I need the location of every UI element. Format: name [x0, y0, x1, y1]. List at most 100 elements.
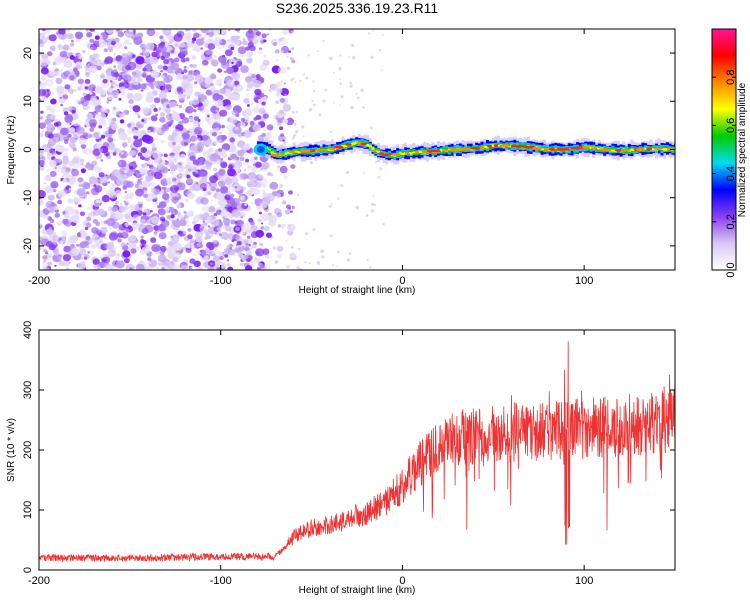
- noise-speckle: [312, 80, 315, 83]
- noise-speckle: [157, 254, 167, 263]
- noise-speckle: [168, 101, 177, 109]
- noise-speckle: [100, 159, 104, 162]
- noise-speckle: [42, 255, 48, 260]
- noise-speckle: [303, 73, 306, 76]
- noise-speckle: [140, 147, 148, 154]
- noise-speckle: [208, 206, 216, 213]
- noise-speckle: [93, 110, 97, 114]
- noise-speckle: [71, 215, 80, 223]
- noise-speckle: [186, 174, 191, 179]
- noise-speckle: [81, 181, 91, 190]
- noise-speckle: [252, 106, 260, 114]
- noise-speckle: [295, 130, 299, 134]
- noise-speckle: [288, 190, 293, 195]
- noise-speckle: [293, 133, 297, 137]
- noise-speckle: [204, 116, 211, 122]
- noise-speckle: [46, 122, 53, 129]
- noise-speckle: [170, 122, 173, 125]
- noise-speckle: [52, 91, 55, 94]
- noise-speckle: [150, 253, 154, 256]
- noise-speckle: [217, 198, 226, 207]
- noise-speckle: [257, 218, 262, 223]
- noise-speckle: [338, 67, 342, 71]
- noise-speckle: [202, 99, 210, 107]
- noise-speckle: [98, 172, 105, 178]
- noise-speckle: [79, 211, 86, 217]
- signal-band-cell: [644, 147, 648, 150]
- noise-speckle: [60, 168, 67, 174]
- noise-speckle: [46, 105, 52, 111]
- noise-speckle: [54, 264, 57, 267]
- noise-speckle: [193, 116, 200, 121]
- noise-speckle: [63, 139, 69, 144]
- noise-speckle: [220, 185, 229, 193]
- noise-speckle: [302, 135, 305, 137]
- noise-speckle: [96, 65, 102, 71]
- noise-speckle: [259, 201, 268, 209]
- noise-speckle: [189, 63, 194, 68]
- noise-speckle: [189, 238, 195, 244]
- noise-speckle: [43, 249, 47, 253]
- noise-speckle: [54, 166, 57, 170]
- noise-speckle: [173, 201, 177, 204]
- noise-speckle: [73, 133, 78, 138]
- noise-speckle: [336, 265, 338, 267]
- noise-speckle: [124, 202, 129, 206]
- noise-speckle: [247, 164, 252, 169]
- signal-onset-blob: [256, 146, 265, 153]
- noise-speckle: [50, 98, 57, 105]
- noise-speckle: [254, 161, 262, 168]
- noise-speckle: [180, 227, 185, 232]
- noise-speckle: [47, 194, 55, 201]
- signal-peak: [646, 147, 653, 151]
- noise-speckle: [98, 125, 103, 129]
- noise-speckle: [39, 51, 44, 56]
- noise-speckle: [108, 232, 118, 241]
- signal-peak: [414, 150, 419, 154]
- noise-speckle: [294, 81, 297, 84]
- noise-speckle: [242, 38, 246, 41]
- noise-speckle: [111, 123, 119, 131]
- noise-speckle: [282, 29, 289, 36]
- noise-speckle: [230, 176, 239, 184]
- noise-speckle: [65, 29, 72, 32]
- noise-speckle: [246, 235, 251, 239]
- signal-peak: [309, 149, 317, 153]
- noise-speckle: [190, 144, 198, 152]
- noise-speckle: [174, 234, 177, 237]
- noise-speckle: [290, 246, 294, 249]
- noise-speckle: [118, 113, 124, 118]
- noise-speckle: [43, 267, 50, 270]
- noise-speckle: [206, 83, 212, 88]
- noise-speckle: [39, 245, 45, 250]
- noise-speckle: [304, 261, 307, 264]
- noise-speckle: [79, 248, 87, 256]
- noise-speckle: [346, 258, 350, 262]
- noise-speckle: [245, 249, 253, 256]
- noise-speckle: [85, 235, 91, 241]
- noise-speckle: [49, 160, 57, 168]
- noise-speckle: [139, 177, 143, 181]
- noise-speckle: [82, 239, 90, 247]
- noise-speckle: [243, 108, 252, 116]
- noise-speckle: [172, 153, 175, 156]
- noise-speckle: [89, 29, 96, 32]
- noise-speckle: [143, 190, 148, 195]
- y-tick-label: -20: [22, 238, 34, 254]
- noise-speckle: [140, 218, 146, 225]
- noise-speckle: [189, 258, 196, 264]
- noise-speckle: [196, 141, 205, 149]
- noise-speckle: [51, 150, 57, 156]
- signal-band-cell: [297, 149, 301, 153]
- noise-speckle: [114, 37, 120, 43]
- noise-speckle: [125, 64, 131, 71]
- noise-speckle: [179, 232, 183, 235]
- noise-speckle: [255, 31, 261, 36]
- noise-speckle: [44, 174, 52, 181]
- noise-speckle: [99, 176, 108, 184]
- noise-speckle: [129, 192, 133, 195]
- noise-speckle: [53, 122, 59, 127]
- noise-speckle: [286, 264, 290, 269]
- noise-speckle: [61, 89, 68, 96]
- noise-speckle: [202, 134, 209, 141]
